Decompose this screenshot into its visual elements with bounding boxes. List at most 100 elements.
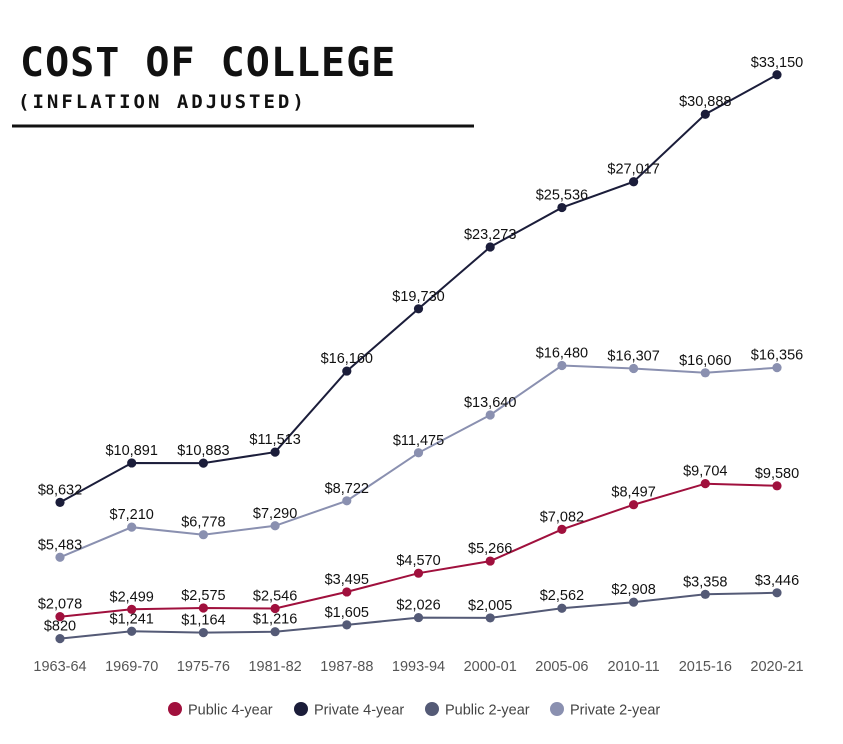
data-label-private-4-year: $10,883 [177,443,229,459]
data-label-public-2-year: $3,446 [755,573,799,589]
data-label-public-4-year: $5,266 [468,541,512,557]
data-label-public-2-year: $1,216 [253,612,297,628]
data-label-private-4-year: $8,632 [38,482,82,498]
data-point-public-2-year [485,613,495,623]
data-point-private-4-year [629,177,639,187]
legend-label: Private 4-year [314,703,404,719]
data-point-private-4-year [198,458,208,468]
data-point-public-2-year [198,627,208,638]
data-point-public-4-year [270,603,280,614]
data-point-public-4-year [342,587,352,597]
legend-item-private-2-year: Private 2-year [550,702,660,719]
data-labels: $2,078 $2,499 $2,575 $2,546 $3,495 $4,570 $5,2… [38,55,803,635]
data-label-public-4-year: $3,495 [325,572,369,588]
chart-subtitle: (INFLATION ADJUSTED) [18,91,307,113]
x-tick-label: 1963-64 [33,659,86,675]
data-label-public-2-year: $2,005 [468,598,512,614]
legend-marker [294,702,308,716]
data-label-private-4-year: $10,891 [105,443,157,459]
data-point-public-4-year [55,612,65,622]
data-label-private-4-year: $25,536 [536,188,588,204]
data-label-private-4-year: $27,017 [607,162,659,178]
series-points [55,70,782,644]
data-point-private-2-year [270,521,280,531]
data-point-private-4-year [270,447,280,457]
data-label-public-4-year: $4,570 [396,553,440,569]
x-tick-label: 1975-76 [177,659,230,675]
data-label-public-2-year: $2,908 [611,582,655,598]
data-point-public-2-year [270,627,280,637]
data-point-public-2-year [55,633,65,644]
data-point-private-4-year [342,366,352,376]
data-label-public-4-year: $2,078 [38,597,82,613]
data-point-public-2-year [413,612,424,623]
data-label-public-4-year: $9,704 [683,464,727,480]
data-label-public-2-year: $1,241 [110,611,154,627]
x-tick-label: 1987-88 [320,659,373,675]
data-point-public-4-year [700,479,710,489]
data-point-private-2-year [198,530,208,540]
data-point-private-4-year [127,458,137,468]
data-point-public-2-year [127,626,137,636]
chart-title: COST OF COLLEGE [20,40,396,86]
data-label-private-2-year: $7,290 [253,506,297,522]
x-tick-label: 2020-21 [750,659,803,675]
legend: Public 4-year Private 4-year Public 2-year… [168,702,660,719]
data-label-public-4-year: $7,082 [540,509,584,525]
data-point-private-2-year [485,410,495,420]
x-tick-label: 2015-16 [679,659,732,675]
data-point-private-4-year [55,497,65,507]
data-point-private-2-year [700,368,710,378]
data-point-private-2-year [342,496,352,506]
data-label-private-2-year: $11,475 [393,433,444,449]
data-point-private-2-year [557,360,567,371]
data-label-private-4-year: $23,273 [464,227,516,243]
data-point-public-2-year [772,588,782,598]
data-point-public-4-year [413,568,424,578]
legend-marker [550,702,564,716]
data-point-private-4-year [772,70,782,80]
legend-label: Private 2-year [570,703,660,719]
data-label-private-2-year: $8,722 [325,481,369,497]
data-label-private-2-year: $7,210 [110,507,154,523]
data-label-private-2-year: $5,483 [38,537,82,553]
data-label-public-2-year: $3,358 [683,574,727,590]
data-point-public-4-year [485,556,495,566]
data-point-private-2-year [55,552,65,562]
data-label-private-2-year: $16,307 [607,349,659,365]
data-label-private-2-year: $16,480 [536,345,588,361]
data-label-private-4-year: $19,730 [392,289,444,305]
data-point-public-4-year [772,481,782,491]
x-axis-tick-labels: 1963-64 1969-70 1975-76 1981-82 1987-88 1993-… [33,659,803,675]
data-point-private-4-year [485,242,495,252]
data-label-private-4-year: $16,160 [321,351,373,367]
data-label-private-4-year: $33,150 [751,55,803,71]
data-label-public-2-year: $2,562 [540,588,584,604]
data-label-private-4-year: $30,888 [679,94,731,110]
legend-item-private-4-year: Private 4-year [294,702,404,719]
data-point-private-4-year [700,109,710,119]
data-label-public-4-year: $2,499 [110,589,154,605]
data-point-private-2-year [127,522,137,532]
data-label-private-2-year: $16,356 [751,348,803,364]
x-tick-label: 1993-94 [392,659,445,675]
legend-label: Public 4-year [188,703,273,719]
legend-marker [425,702,439,716]
data-point-public-4-year [127,604,137,614]
data-point-public-4-year [198,603,208,613]
data-point-private-2-year [772,363,782,373]
legend-item-public-2-year: Public 2-year [425,702,530,719]
data-label-public-2-year: $1,164 [181,613,225,629]
data-label-public-4-year: $8,497 [611,485,655,501]
data-point-public-2-year [557,603,567,613]
data-label-private-4-year: $11,513 [249,432,300,448]
x-tick-label: 1981-82 [248,659,301,675]
x-tick-label: 2010-11 [608,659,660,675]
data-point-public-2-year [629,597,639,607]
legend-marker [168,702,182,716]
x-tick-label: 1969-70 [105,659,158,675]
legend-item-public-4-year: Public 4-year [168,702,273,719]
data-label-public-2-year: $820 [44,619,76,635]
x-tick-label: 2000-01 [464,659,517,675]
